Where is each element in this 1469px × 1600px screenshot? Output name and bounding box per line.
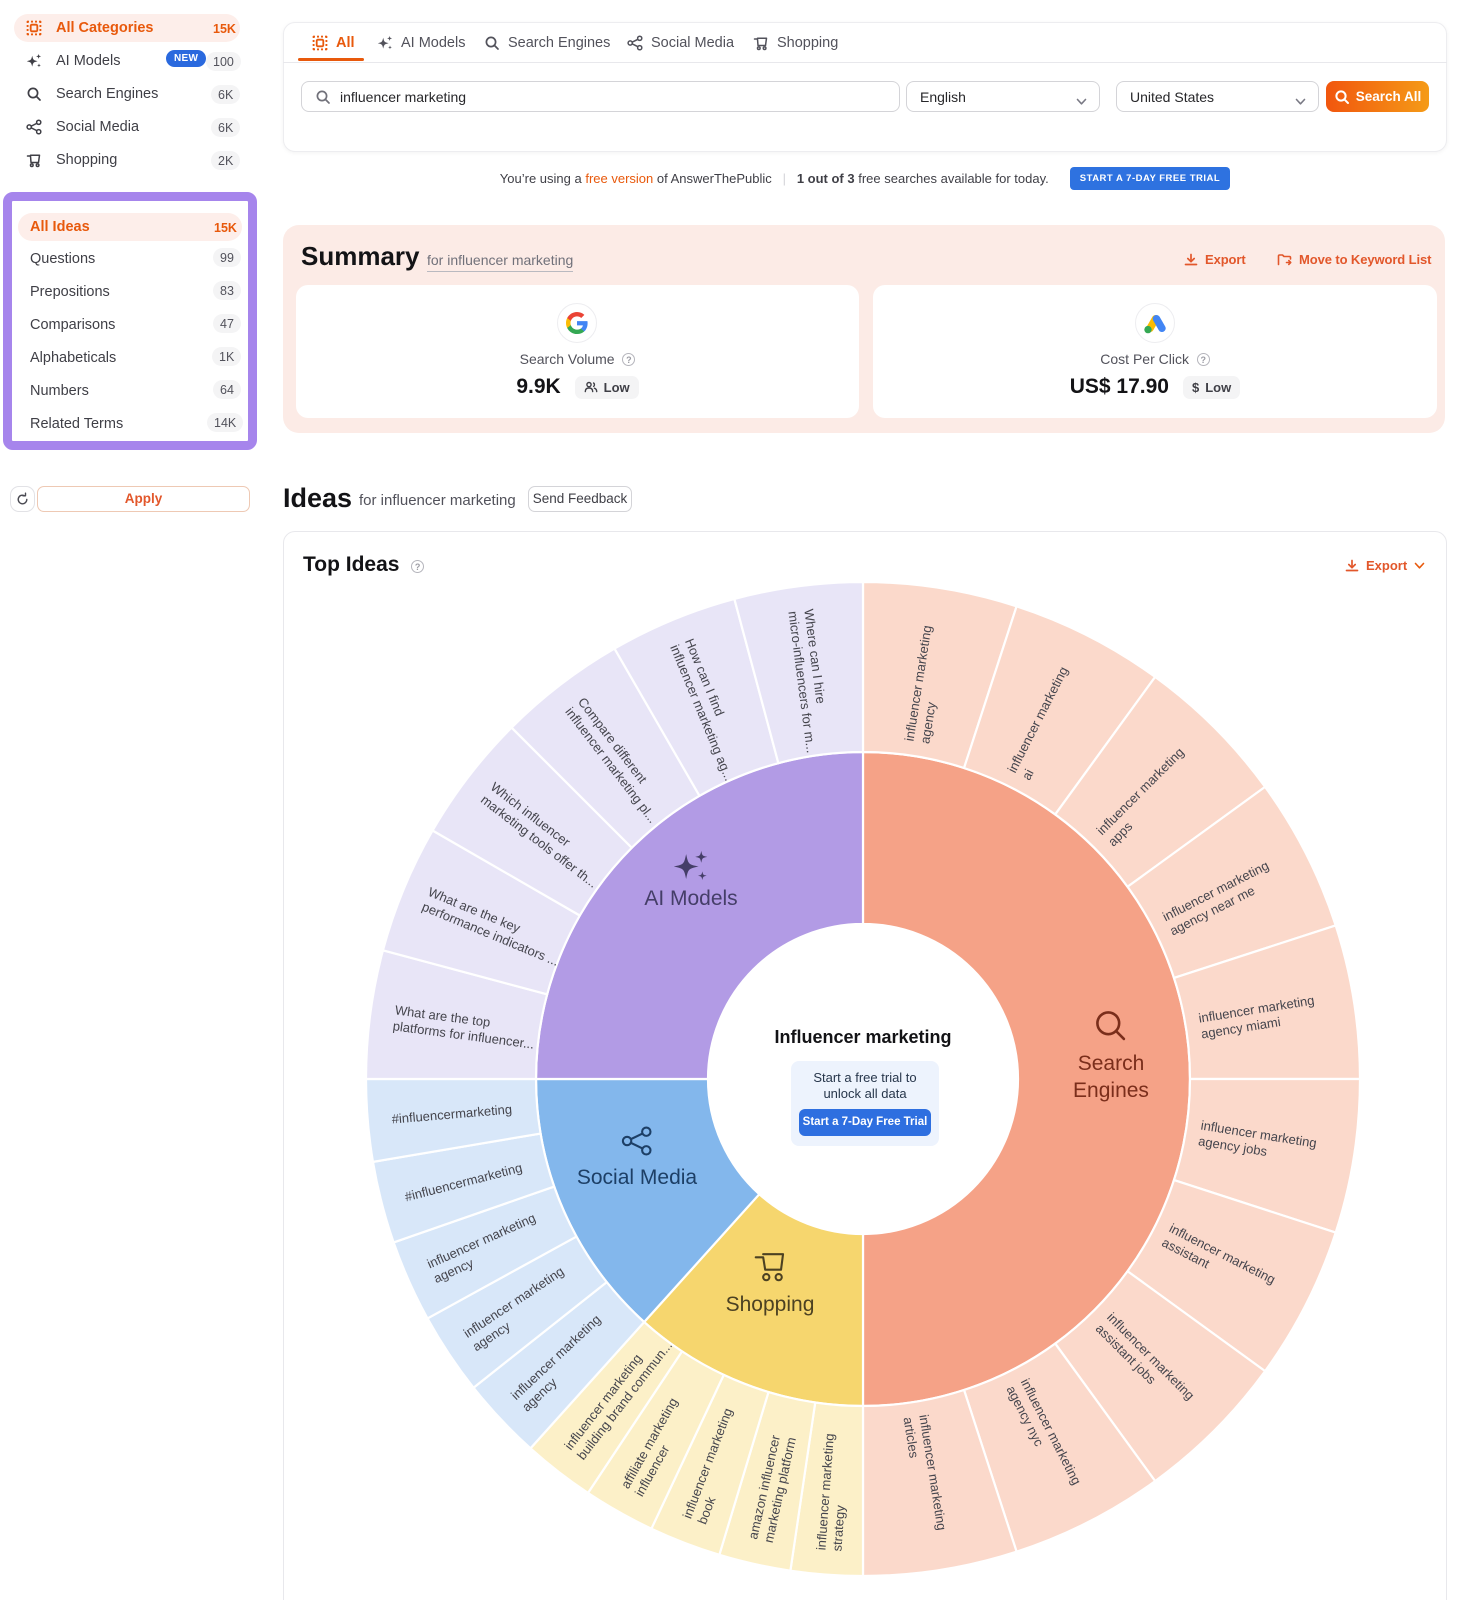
svg-text:Social Media: Social Media: [577, 1166, 698, 1189]
svg-text:Engines: Engines: [1073, 1079, 1149, 1102]
svg-text:Shopping: Shopping: [726, 1293, 815, 1316]
svg-text:AI Models: AI Models: [644, 887, 737, 910]
svg-text:agency: agency: [917, 700, 938, 744]
svg-text:strategy: strategy: [829, 1504, 847, 1552]
svg-text:articles: articles: [901, 1416, 922, 1460]
svg-text:Search: Search: [1078, 1052, 1145, 1075]
